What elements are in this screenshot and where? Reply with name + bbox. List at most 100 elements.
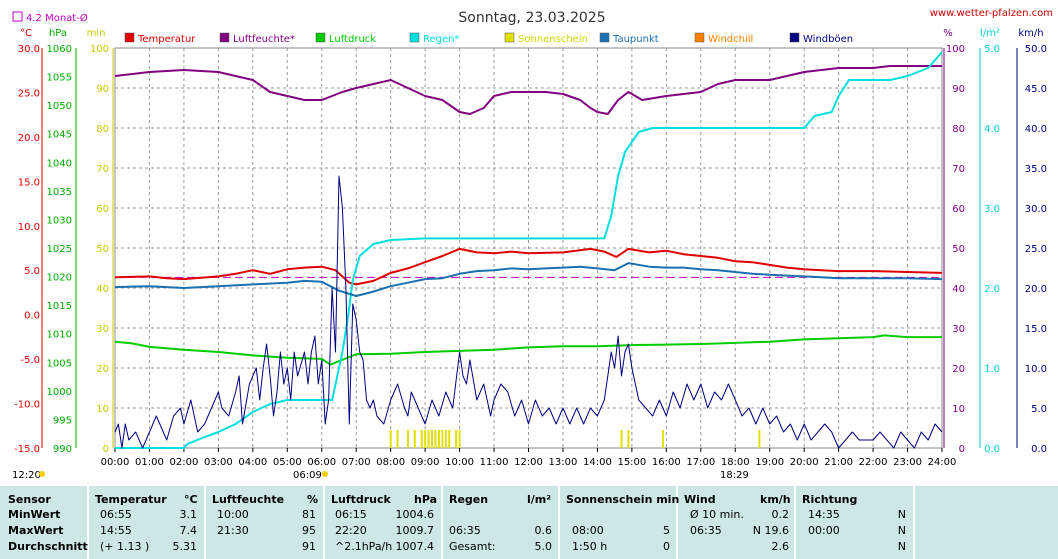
chart-title: Sonntag, 23.03.2025 <box>458 10 605 26</box>
header-humidity: Luftfeuchte <box>212 493 285 506</box>
x-tick-label: 06:00 <box>307 457 336 468</box>
divider <box>913 486 915 559</box>
y-tick-label: 1060 <box>47 44 72 55</box>
y-tick-label: 15.0 <box>1025 324 1047 335</box>
x-tick-label: 22:00 <box>859 457 888 468</box>
table-cell: N <box>897 508 906 521</box>
start-time-label: 12:20 <box>12 470 41 481</box>
legend-swatch <box>599 32 610 43</box>
table-cell: 1:50 h <box>572 540 608 553</box>
y-tick-label: 0.0 <box>984 444 1000 455</box>
series-luftdruck <box>114 334 942 366</box>
unit-label: km/h <box>1018 28 1043 39</box>
table-cell: 14:55 <box>100 524 132 537</box>
y-tick-label: 0 <box>103 444 109 455</box>
x-tick-label: 04:00 <box>238 457 267 468</box>
y-tick-label: 15.0 <box>18 177 40 188</box>
unit-label: % <box>943 28 953 39</box>
y-tick-label: 10 <box>96 404 109 415</box>
site-link[interactable]: www.wetter-pfalzen.com <box>930 8 1053 19</box>
header-temp: Temperatur <box>95 493 167 506</box>
y-tick-label: 20.0 <box>18 133 40 144</box>
series-luftfeuchte <box>114 65 942 115</box>
y-tick-label: 1035 <box>47 187 72 198</box>
sunrise-label: 06:09 <box>293 470 322 481</box>
chart-axes: 00:00 01:00 02:00 03:00 04:00 05:00 06:00 07:00… <box>14 28 1047 468</box>
divider <box>558 486 560 559</box>
y-tick-label: 30 <box>952 324 965 335</box>
table-cell: (+ 1.13 ) <box>100 540 150 553</box>
legend-label: Windchill <box>708 34 753 45</box>
divider <box>441 486 443 559</box>
table-cell: 00:00 <box>808 524 840 537</box>
y-tick-label: 70 <box>952 164 965 175</box>
table-cell: 06:15 <box>335 508 367 521</box>
x-tick-label: 21:00 <box>824 457 853 468</box>
y-tick-label: 80 <box>952 124 965 135</box>
y-tick-label: 100 <box>90 44 109 55</box>
y-tick-label: 1050 <box>47 101 72 112</box>
header-wind-unit: km/h <box>760 493 791 506</box>
table-cell: 0 <box>663 540 670 553</box>
legend-swatch <box>124 32 135 43</box>
table-cell: 06:55 <box>100 508 132 521</box>
chart-legend: Temperatur Luftfeuchte* Luftdruck Regen* Son… <box>124 32 853 45</box>
legend-label: Windböen <box>803 34 853 45</box>
x-tick-label: 20:00 <box>790 457 819 468</box>
y-tick-label: 40 <box>952 284 965 295</box>
divider <box>323 486 325 559</box>
y-tick-label: 100 <box>946 44 965 55</box>
x-tick-label: 19:00 <box>755 457 784 468</box>
y-tick-label: 5.0 <box>24 266 40 277</box>
table-cell: 5 <box>663 524 670 537</box>
y-tick-label: 30.0 <box>1025 204 1047 215</box>
legend-swatch <box>694 32 705 43</box>
row-label: MinWert <box>8 508 61 521</box>
sun-icon <box>322 471 328 477</box>
y-tick-label: 50 <box>96 244 109 255</box>
y-tick-label: 10 <box>952 404 965 415</box>
y-tick-label: 40 <box>96 284 109 295</box>
y-tick-label: 0 <box>959 444 965 455</box>
x-tick-label: 16:00 <box>652 457 681 468</box>
y-tick-label: 10.0 <box>1025 364 1047 375</box>
x-tick-label: 11:00 <box>480 457 509 468</box>
row-label: Durchschnitt <box>8 540 88 553</box>
y-tick-label: 20 <box>952 364 965 375</box>
table-cell: 91 <box>302 540 316 553</box>
table-cell: 1009.7 <box>395 524 435 537</box>
table-cell: 1007.4 <box>395 540 435 553</box>
divider <box>87 486 89 559</box>
y-tick-label: 1055 <box>47 73 72 84</box>
table-cell: 14:35 <box>808 508 840 521</box>
x-tick-label: 07:00 <box>342 457 371 468</box>
y-tick-label: 50 <box>952 244 965 255</box>
sunset-label: 18:29 <box>720 470 749 481</box>
y-tick-label: 1020 <box>47 273 72 284</box>
x-tick-label: 05:00 <box>273 457 302 468</box>
x-tick-label: 15:00 <box>617 457 646 468</box>
y-tick-label: -10.0 <box>14 400 40 411</box>
header-pressure: Luftdruck <box>331 493 391 506</box>
x-tick-label: 12:00 <box>514 457 543 468</box>
x-tick-label: 03:00 <box>204 457 233 468</box>
header-rain: Regen <box>449 493 489 506</box>
table-cell: 1004.6 <box>395 508 435 521</box>
table-cell: 0.2 <box>771 508 790 521</box>
unit-label: min <box>87 28 106 39</box>
y-tick-label: 1000 <box>47 387 72 398</box>
y-tick-label: -15.0 <box>14 444 40 455</box>
y-tick-label: 1030 <box>47 215 72 226</box>
stats-table: Sensor Temperatur °C Luftfeuchte % Luftd… <box>0 486 1058 559</box>
y-tick-label: 0.0 <box>1031 444 1047 455</box>
table-cell: 7.4 <box>179 524 198 537</box>
table-cell: 08:00 <box>572 524 604 537</box>
y-tick-label: 25.0 <box>1025 244 1047 255</box>
y-tick-label: 1.0 <box>984 364 1000 375</box>
y-tick-label: 990 <box>53 444 72 455</box>
x-tick-label: 17:00 <box>686 457 715 468</box>
table-cell: 81 <box>302 508 316 521</box>
legend-label: Luftfeuchte* <box>233 34 295 45</box>
legend-swatch <box>504 32 515 43</box>
y-tick-label: 20.0 <box>1025 284 1047 295</box>
